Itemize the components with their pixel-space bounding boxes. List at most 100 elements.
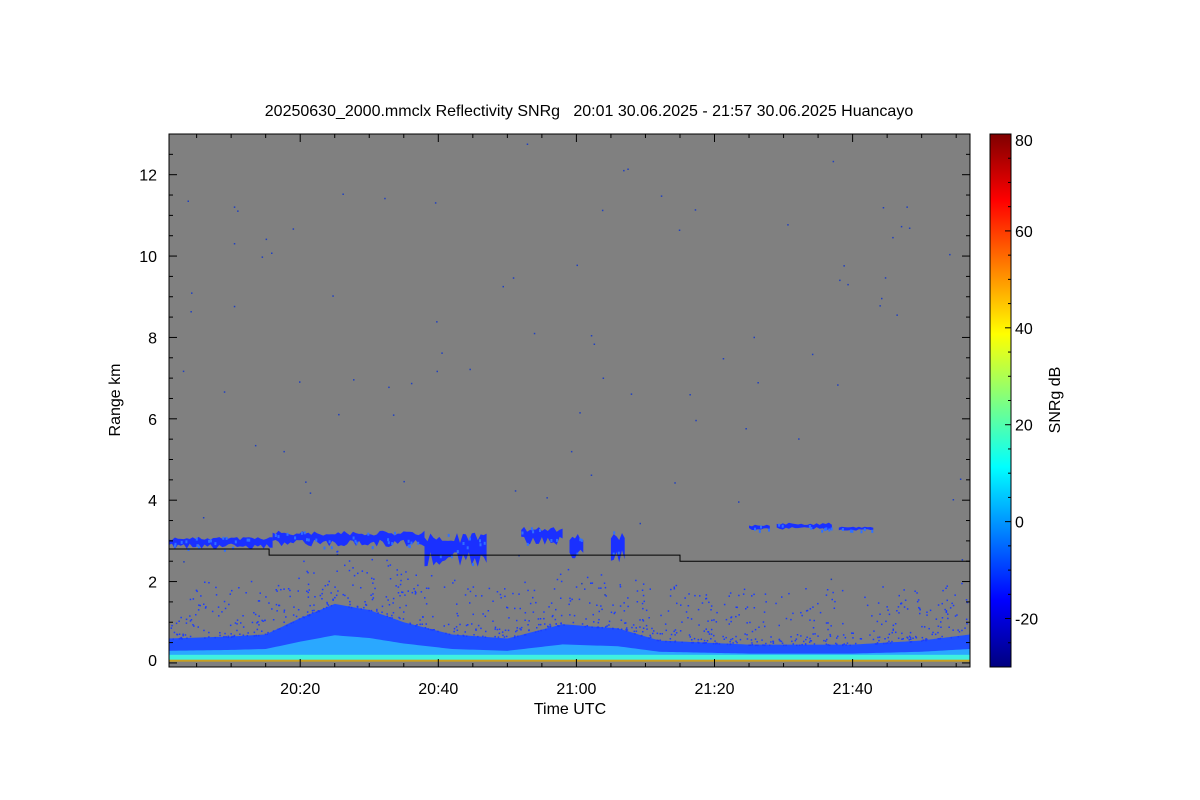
noise-speckle	[610, 611, 613, 614]
noise-speckle	[306, 590, 308, 592]
cloud-core	[352, 536, 355, 540]
noise-speckle	[705, 642, 707, 644]
noise-speckle	[697, 641, 699, 644]
noise-speckle	[619, 586, 622, 588]
noise-speckle	[386, 615, 389, 617]
cloud-core	[354, 539, 357, 543]
cloud-core	[407, 544, 410, 548]
noise-speckle	[436, 321, 438, 323]
noise-speckle	[952, 629, 954, 631]
noise-speckle	[744, 633, 746, 635]
noise-speckle	[262, 620, 264, 622]
noise-speckle	[309, 604, 311, 607]
noise-speckle	[825, 643, 828, 645]
noise-speckle	[897, 637, 900, 639]
noise-speckle	[745, 428, 747, 430]
noise-speckle	[417, 584, 419, 587]
noise-speckle	[180, 636, 183, 639]
noise-speckle	[330, 605, 333, 607]
noise-speckle	[500, 597, 502, 599]
noise-speckle	[730, 638, 732, 641]
noise-speckle	[485, 630, 487, 633]
noise-speckle	[758, 626, 760, 628]
noise-speckle	[373, 578, 375, 580]
cloud-core	[328, 540, 331, 544]
noise-speckle	[258, 624, 260, 626]
noise-speckle	[806, 636, 808, 638]
noise-speckle	[178, 638, 181, 640]
noise-speckle	[847, 283, 849, 286]
noise-speckle	[528, 620, 530, 622]
noise-speckle	[560, 622, 562, 625]
noise-speckle	[443, 625, 445, 627]
noise-speckle	[372, 597, 375, 599]
noise-speckle	[882, 207, 885, 209]
data-layer	[169, 143, 970, 662]
noise-speckle	[200, 595, 202, 597]
noise-speckle	[710, 638, 712, 640]
noise-speckle	[336, 570, 338, 572]
noise-speckle	[421, 623, 423, 625]
noise-speckle	[240, 622, 242, 624]
noise-speckle	[965, 599, 968, 601]
noise-speckle	[255, 635, 258, 637]
noise-speckle	[422, 616, 424, 618]
noise-speckle	[617, 628, 619, 630]
cloud-core	[407, 539, 410, 543]
noise-speckle	[675, 584, 678, 587]
noise-speckle	[882, 586, 884, 588]
noise-speckle	[852, 632, 854, 634]
cloud-core	[758, 529, 761, 533]
noise-speckle	[966, 622, 968, 625]
noise-speckle	[932, 631, 934, 634]
plot-frame	[168, 133, 971, 668]
noise-speckle	[275, 603, 278, 606]
noise-speckle	[806, 609, 809, 612]
noise-speckle	[253, 635, 256, 637]
noise-speckle	[954, 594, 956, 596]
noise-speckle	[197, 609, 200, 611]
noise-speckle	[735, 615, 737, 618]
noise-speckle	[187, 200, 189, 202]
noise-speckle	[259, 592, 261, 594]
noise-speckle	[516, 629, 518, 632]
noise-speckle	[625, 630, 628, 632]
noise-speckle	[409, 623, 412, 625]
noise-speckle	[311, 609, 314, 612]
noise-speckle	[716, 642, 719, 645]
noise-speckle	[471, 623, 473, 625]
noise-speckle	[224, 632, 226, 635]
noise-speckle	[545, 628, 547, 631]
noise-speckle	[729, 643, 731, 646]
noise-speckle	[656, 632, 659, 635]
x-tick-label: 20:40	[418, 681, 458, 698]
noise-speckle	[669, 641, 672, 643]
noise-speckle	[550, 602, 553, 604]
noise-speckle	[640, 635, 643, 637]
noise-speckle	[945, 587, 947, 589]
noise-speckle	[502, 634, 504, 637]
noise-speckle	[456, 629, 459, 631]
noise-speckle	[924, 639, 926, 641]
noise-speckle	[827, 628, 829, 631]
noise-speckle	[353, 379, 355, 381]
noise-speckle	[533, 589, 536, 592]
noise-speckle	[800, 611, 802, 614]
noise-speckle	[186, 637, 188, 639]
noise-speckle	[389, 617, 391, 619]
noise-speckle	[357, 572, 359, 575]
noise-speckle	[941, 602, 943, 605]
noise-speckle	[921, 640, 923, 642]
noise-speckle	[753, 593, 755, 596]
noise-speckle	[674, 634, 676, 636]
noise-speckle	[803, 640, 805, 643]
noise-speckle	[467, 588, 469, 590]
noise-speckle	[922, 639, 924, 641]
noise-speckle	[673, 588, 676, 590]
noise-speckle	[819, 611, 822, 614]
noise-speckle	[703, 630, 705, 632]
noise-speckle	[372, 593, 374, 595]
noise-speckle	[833, 607, 836, 609]
noise-speckle	[321, 598, 323, 600]
noise-speckle	[684, 597, 686, 599]
